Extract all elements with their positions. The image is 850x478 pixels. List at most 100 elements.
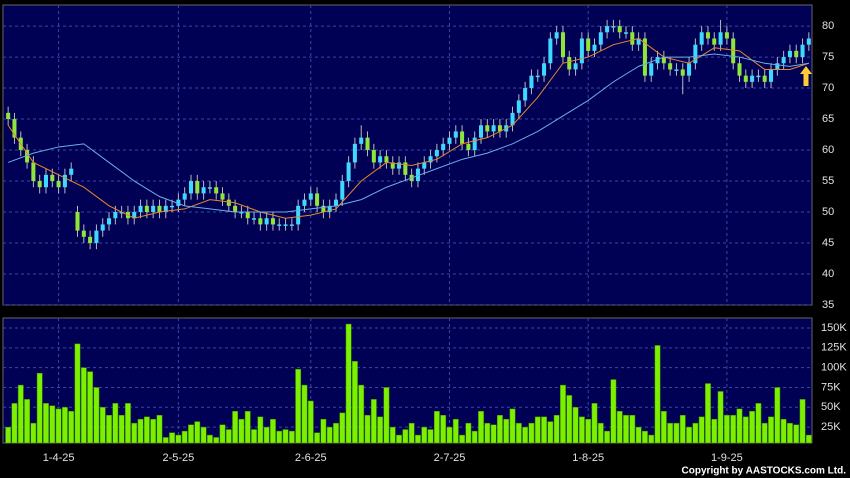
candle-body (365, 137, 370, 151)
candle-body (69, 168, 74, 175)
candle-body (743, 75, 748, 82)
candle-body (289, 224, 294, 226)
candle-body (75, 212, 80, 231)
volume-bar (541, 416, 547, 444)
candle-body (781, 57, 786, 64)
candle-body (762, 75, 767, 82)
candle-body (220, 193, 225, 200)
candle-body (258, 218, 263, 225)
volume-bar (623, 414, 629, 444)
y-tick-label: 65 (822, 113, 834, 125)
volume-bar (162, 437, 169, 444)
y-tick-label: 55 (822, 175, 834, 187)
candle-body (680, 69, 685, 76)
candle-body (548, 38, 553, 64)
volume-bar (263, 426, 270, 444)
candle-body (712, 38, 717, 45)
candle-body (598, 32, 603, 45)
candle-body (31, 162, 36, 182)
candle-body (88, 236, 93, 244)
candle-body (769, 69, 774, 82)
candle-body (138, 205, 143, 213)
volume-bar (93, 387, 100, 444)
candle-body (170, 205, 175, 208)
volume-bar (421, 426, 428, 444)
candle-body (62, 174, 67, 188)
candle-body (516, 100, 521, 113)
candle-body (586, 38, 591, 51)
candle-body (649, 63, 654, 76)
candle-body (567, 57, 572, 70)
volume-bar (635, 426, 642, 444)
volume-bar (787, 422, 793, 444)
volume-bar (774, 387, 781, 444)
candle-body (441, 143, 446, 151)
volume-bar (225, 429, 232, 444)
candle-body (302, 199, 307, 206)
y-tick-label: 75K (821, 381, 841, 393)
volume-bar (5, 426, 12, 444)
y-tick-label: 40 (822, 268, 834, 280)
volume-bar (11, 403, 18, 444)
volume-bar (749, 411, 756, 444)
candle-body (687, 63, 692, 76)
candle-body (605, 26, 610, 33)
x-tick-label: 1-9-25 (711, 452, 743, 464)
candle-body (775, 63, 780, 70)
candle-body (554, 32, 559, 39)
volume-bar (389, 426, 396, 444)
y-tick-label: 45 (822, 237, 834, 249)
volume-bar (244, 411, 251, 444)
volume-bar (799, 399, 806, 444)
candle-body (523, 88, 528, 101)
candle-body (270, 218, 275, 225)
volume-bar (320, 418, 327, 444)
volume-bar (560, 384, 566, 444)
candle-body (352, 143, 357, 163)
x-tick-label: 2-6-25 (295, 452, 327, 464)
candle-body (201, 187, 206, 194)
volume-bar (137, 418, 144, 444)
candle-body (718, 32, 723, 45)
volume-bar (125, 403, 131, 444)
volume-bar (118, 414, 125, 444)
volume-bar (80, 367, 87, 444)
volume-bar (452, 418, 459, 444)
volume-bar (768, 416, 774, 444)
candle-body (724, 32, 729, 39)
volume-bar (433, 411, 440, 444)
volume-bar (415, 434, 421, 444)
volume-bar (383, 387, 390, 444)
volume-bar (288, 430, 295, 444)
y-tick-label: 150K (821, 322, 847, 334)
candle-body (447, 137, 452, 144)
candle-body (491, 125, 496, 132)
candle-body (359, 137, 364, 144)
candle-body (188, 181, 194, 194)
candle-body (422, 162, 427, 169)
volume-bar (175, 434, 182, 444)
candle-body (157, 205, 162, 213)
candle-body (252, 218, 257, 220)
candle-body (668, 63, 673, 70)
volume-bar (238, 418, 245, 444)
candle-body (642, 38, 647, 76)
copyright: Copyright by AASTOCKS.com Ltd. (682, 466, 847, 477)
volume-bar (761, 422, 768, 444)
candle-body (151, 205, 156, 213)
candle-body (321, 205, 326, 213)
volume-bar (87, 371, 94, 444)
volume-bar (307, 400, 314, 444)
candle-body (107, 218, 112, 225)
volume-bar (282, 429, 289, 444)
volume-bar (402, 429, 409, 444)
volume-bar (755, 403, 762, 444)
volume-bar (408, 422, 415, 444)
y-tick-label: 125K (821, 342, 847, 354)
candle-body (264, 218, 269, 225)
y-tick-label: 80 (822, 20, 834, 32)
plot-layer: 1-4-25 2-5-25 2-6-25 2-7-25 1-8-25 1-9-25 35 40… (3, 5, 847, 464)
candle-body (705, 32, 710, 39)
candle-body (327, 205, 332, 213)
